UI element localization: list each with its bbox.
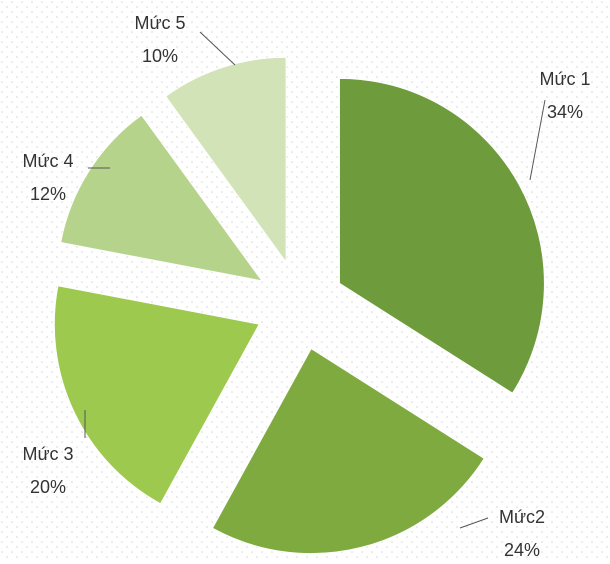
slice-value: 10% bbox=[142, 46, 178, 66]
slice-label: Mức 3 bbox=[22, 444, 73, 464]
pie-slice bbox=[53, 285, 261, 505]
slice-label: Mức 4 bbox=[22, 151, 73, 171]
slice-label: Mức 1 bbox=[539, 69, 590, 89]
leader-line bbox=[529, 99, 546, 181]
slice-label: Mức2 bbox=[499, 507, 545, 527]
pie-slice bbox=[338, 77, 545, 394]
slice-value: 12% bbox=[30, 184, 66, 204]
slice-label: Mức 5 bbox=[134, 13, 185, 33]
slice-value: 34% bbox=[547, 102, 583, 122]
pie-slice bbox=[164, 56, 287, 264]
slice-value: 20% bbox=[30, 477, 66, 497]
leader-line bbox=[199, 31, 236, 66]
slice-value: 24% bbox=[504, 540, 540, 559]
leader-line bbox=[459, 517, 489, 529]
pie-slice bbox=[211, 347, 485, 555]
pie-slice bbox=[60, 114, 264, 282]
